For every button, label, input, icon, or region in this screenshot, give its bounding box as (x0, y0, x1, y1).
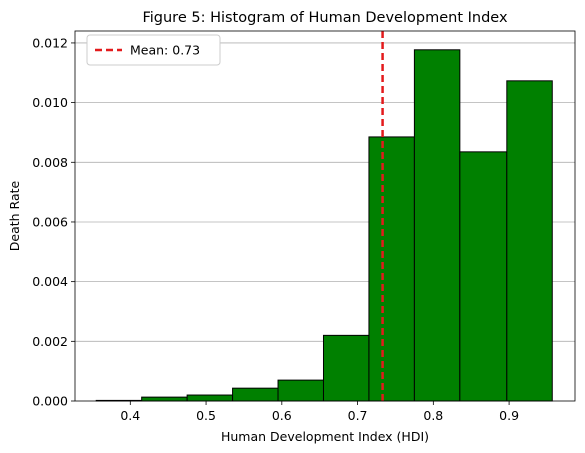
histogram-bar (368, 136, 415, 402)
y-tick-label: 0.012 (32, 35, 68, 50)
histogram-bar (322, 334, 370, 402)
histogram-bar (277, 379, 324, 402)
legend: Mean: 0.73 (86, 34, 221, 66)
plot-frame (74, 30, 576, 402)
x-axis-label: Human Development Index (HDI) (221, 429, 429, 444)
legend-box (86, 34, 221, 66)
histogram-bar (186, 394, 234, 402)
x-tick-label: 0.9 (499, 408, 519, 423)
x-tick-label: 0.4 (120, 408, 140, 423)
chart-title: Figure 5: Histogram of Human Development… (142, 10, 507, 26)
y-tick-label: 0.010 (32, 95, 68, 110)
y-tick-label: 0.004 (32, 274, 68, 289)
x-tick-label: 0.8 (423, 408, 443, 423)
y-tick-label: 0.000 (32, 394, 68, 409)
x-tick-label: 0.6 (272, 408, 292, 423)
histogram-bar (141, 396, 188, 402)
x-tick-label: 0.5 (196, 408, 216, 423)
y-axis: 0.000 0.002 0.004 0.006 0.008 0.010 0.012 (32, 35, 75, 409)
x-axis: 0.4 0.5 0.6 0.7 0.8 0.9 (120, 401, 519, 423)
y-axis-label: Death Rate (7, 180, 22, 251)
gridlines (75, 42, 575, 342)
histogram-bar (459, 151, 508, 402)
histogram-bar (413, 49, 461, 402)
y-tick-label: 0.008 (32, 155, 68, 170)
histogram-bars (95, 49, 553, 402)
x-tick-label: 0.7 (348, 408, 368, 423)
histogram-bar (232, 387, 279, 402)
y-tick-label: 0.002 (32, 334, 68, 349)
histogram-bar (506, 80, 553, 402)
y-tick-label: 0.006 (32, 214, 68, 229)
legend-label-mean: Mean: 0.73 (130, 43, 200, 58)
